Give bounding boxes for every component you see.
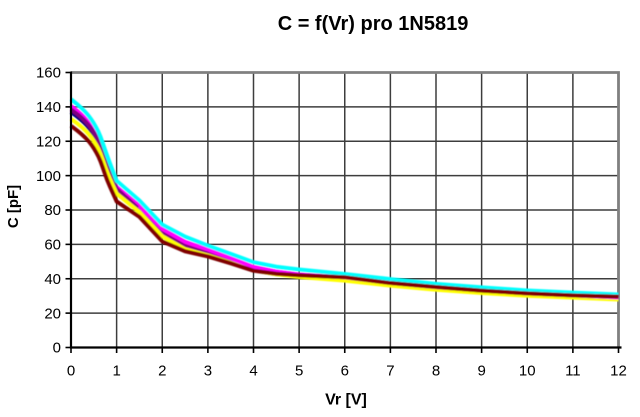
svg-text:60: 60: [44, 237, 61, 254]
svg-text:Vr [V]: Vr [V]: [325, 392, 367, 409]
svg-text:12: 12: [610, 363, 627, 380]
svg-text:9: 9: [477, 363, 485, 380]
svg-text:40: 40: [44, 271, 61, 288]
svg-text:100: 100: [36, 168, 61, 185]
svg-text:10: 10: [519, 363, 536, 380]
svg-text:80: 80: [44, 202, 61, 219]
svg-text:C [pF]: C [pF]: [5, 185, 22, 228]
svg-text:0: 0: [53, 340, 61, 357]
svg-text:0: 0: [67, 363, 75, 380]
svg-text:20: 20: [44, 305, 61, 322]
svg-text:11: 11: [565, 363, 581, 380]
svg-text:5: 5: [295, 363, 303, 380]
svg-text:6: 6: [341, 363, 349, 380]
svg-text:1: 1: [112, 363, 120, 380]
svg-text:120: 120: [36, 133, 61, 150]
svg-text:140: 140: [36, 99, 61, 116]
svg-text:4: 4: [249, 363, 257, 380]
svg-text:C = f(Vr) pro 1N5819: C = f(Vr) pro 1N5819: [278, 13, 469, 35]
svg-text:7: 7: [386, 363, 394, 380]
svg-text:2: 2: [158, 363, 166, 380]
svg-text:3: 3: [204, 363, 212, 380]
svg-text:160: 160: [36, 65, 61, 82]
svg-text:8: 8: [432, 363, 440, 380]
